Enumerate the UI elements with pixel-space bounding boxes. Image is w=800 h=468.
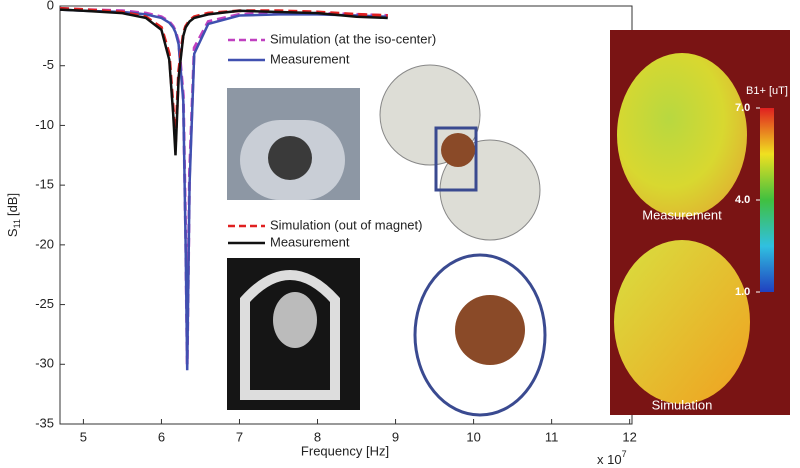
- x-tick-label: 5: [80, 429, 87, 444]
- series-line: [59, 8, 388, 371]
- x-tick-label: 9: [392, 429, 399, 444]
- b1-map-measurement: [617, 53, 747, 217]
- x-multiplier-exponent: 7: [622, 449, 627, 459]
- colorbar-tick-label: 4.0: [735, 194, 750, 206]
- y-label-symbol: S: [5, 228, 20, 237]
- x-tick-label: 10: [466, 429, 480, 444]
- y-tick-label: -15: [35, 177, 54, 192]
- render-coil: [413, 253, 547, 417]
- colorbar-tick-label: 7.0: [735, 102, 750, 114]
- x-tick-label: 6: [158, 429, 165, 444]
- y-tick-label: -30: [35, 356, 54, 371]
- y-tick-label: -25: [35, 296, 54, 311]
- legend-label: Simulation (at the iso-center): [270, 31, 436, 46]
- y-tick-label: -35: [35, 415, 54, 430]
- y-axis-label: S11 [dB]: [5, 193, 22, 237]
- legend-label: Simulation (out of magnet): [270, 217, 422, 232]
- colorbar: [760, 108, 774, 292]
- colorbar-tick-label: 1.0: [735, 286, 750, 298]
- y-tick-label: -20: [35, 236, 54, 251]
- x-tick-label: 11: [545, 429, 559, 444]
- x-tick-label: 12: [622, 429, 636, 444]
- x-tick-label: 7: [236, 429, 243, 444]
- y-label-subscript: 11: [12, 219, 22, 228]
- render-head: [441, 133, 475, 167]
- photo-coil: [240, 270, 340, 400]
- series-line: [59, 8, 388, 156]
- x-tick-label: 8: [314, 429, 321, 444]
- y-tick-label: 0: [47, 0, 54, 12]
- render-head: [455, 295, 525, 365]
- b1-map-simulation: [614, 240, 750, 404]
- y-label-unit: [dB]: [5, 193, 20, 216]
- photo-coil: [273, 292, 317, 348]
- panel-label: Simulation: [652, 397, 713, 412]
- colorbar-title: B1+ [uT]: [746, 85, 788, 97]
- y-tick-label: -10: [35, 117, 54, 132]
- render-coil: [434, 126, 478, 192]
- x-multiplier: x 107: [597, 449, 627, 467]
- x-axis-label: Frequency [Hz]: [301, 443, 389, 458]
- legend-label: Measurement: [270, 234, 350, 249]
- x-multiplier-base: x 10: [597, 452, 622, 467]
- legend-label: Measurement: [270, 51, 350, 66]
- photo-scanner: [268, 136, 312, 180]
- y-tick-label: -5: [42, 57, 54, 72]
- panel-label: Measurement: [642, 207, 722, 222]
